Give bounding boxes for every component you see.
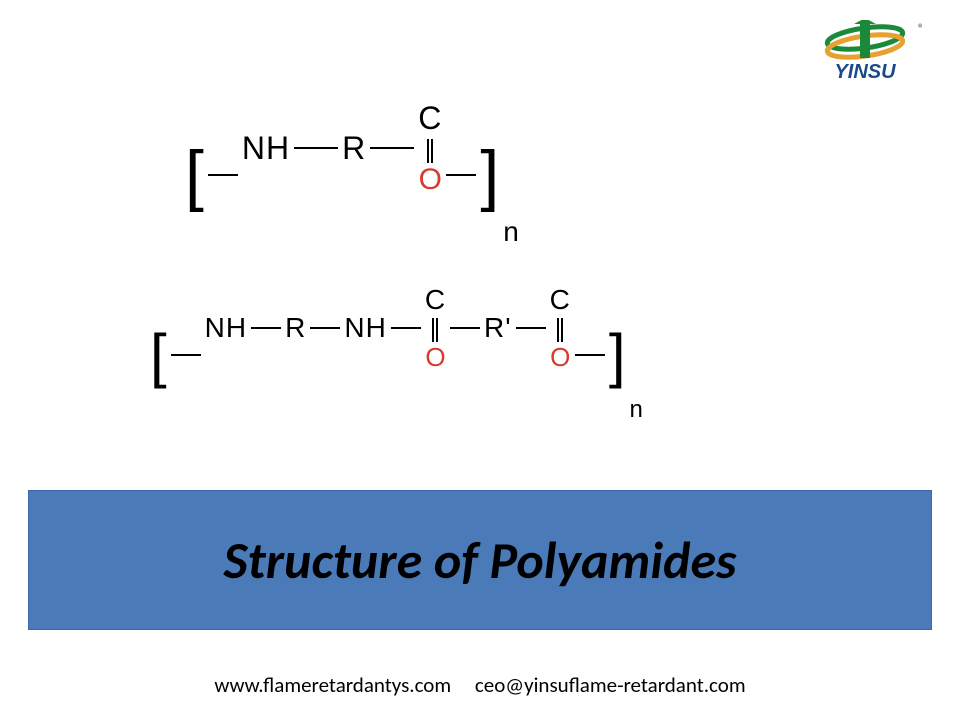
title-banner: Structure of Polyamides xyxy=(28,490,932,630)
repeat-unit: NH R NH C O R' C O xyxy=(205,310,571,400)
nh-group: NH xyxy=(344,312,386,344)
r-group: R xyxy=(285,312,306,344)
subscript-n: n xyxy=(503,216,519,248)
brand-logo: YINSU ® xyxy=(820,20,930,90)
bond xyxy=(294,147,338,149)
bond xyxy=(446,174,476,176)
footer-url: www.flameretardantys.com xyxy=(214,672,451,698)
carbonyl-group: C O xyxy=(425,284,446,373)
oxygen: O xyxy=(419,163,442,197)
bracket-left: [ xyxy=(185,136,204,214)
footer-contact: www.flameretardantys.com ceo@yinsuflame-… xyxy=(0,672,960,698)
footer-email: ceo@yinsuflame-retardant.com xyxy=(475,672,746,698)
bond xyxy=(310,327,340,329)
bond xyxy=(575,354,605,356)
bond xyxy=(251,327,281,329)
bond xyxy=(171,354,201,356)
double-bond xyxy=(557,318,563,342)
repeat-unit: NH R C O xyxy=(242,130,442,220)
double-bond xyxy=(432,318,438,342)
double-bond xyxy=(427,139,433,163)
registered-mark: ® xyxy=(918,22,924,36)
r-group: R xyxy=(342,130,366,167)
bond xyxy=(516,327,546,329)
slide-title: Structure of Polyamides xyxy=(223,528,736,592)
oxygen: O xyxy=(550,342,570,373)
bond xyxy=(370,147,414,149)
carbon: C xyxy=(550,284,571,316)
bond xyxy=(208,174,238,176)
r-prime-group: R' xyxy=(484,312,512,344)
logo-text: YINSU xyxy=(834,61,896,83)
subscript-n: n xyxy=(630,396,643,424)
carbon: C xyxy=(418,100,442,137)
bond xyxy=(391,327,421,329)
carbon: C xyxy=(425,284,446,316)
oxygen: O xyxy=(425,342,445,373)
nh-group: NH xyxy=(205,312,247,344)
polyamide-formula-2: [ NH R NH C O R' C xyxy=(150,310,643,400)
polyamide-formula-1: [ NH R C O ] n xyxy=(185,130,519,220)
carbonyl-group: C O xyxy=(550,284,571,373)
bracket-right: ] xyxy=(480,136,499,214)
bracket-left: [ xyxy=(150,321,167,390)
nh-group: NH xyxy=(242,130,290,167)
logo-svg: YINSU ® xyxy=(820,20,930,90)
carbonyl-group: C O xyxy=(418,100,442,197)
bracket-right: ] xyxy=(609,321,626,390)
bond xyxy=(450,327,480,329)
chemical-diagram-area: [ NH R C O ] n [ NH xyxy=(0,100,960,470)
